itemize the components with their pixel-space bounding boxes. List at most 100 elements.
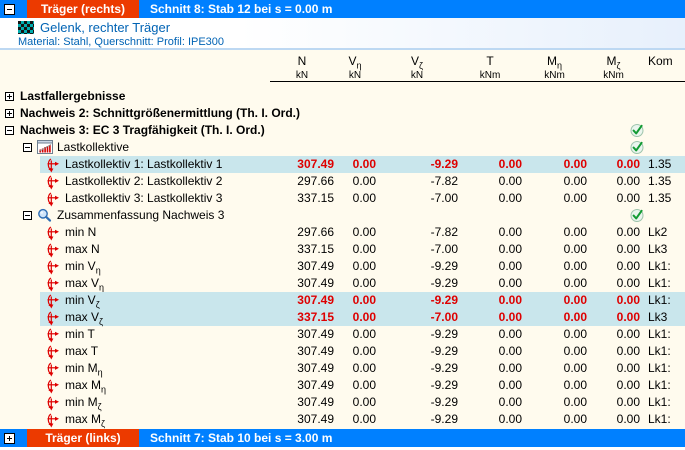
value-cell: 0.00 <box>352 157 376 171</box>
value-cell: 307.49 <box>297 157 334 171</box>
forces-icon <box>44 327 60 343</box>
forces-icon <box>44 276 60 292</box>
value-cell: 0.00 <box>352 174 376 188</box>
value-cell: 0.00 <box>498 310 522 324</box>
collapse-node-icon[interactable] <box>5 126 14 135</box>
tree-data-row[interactable]: min Vζ 307.49 0.00 -9.29 0.00 0.00 0.00 Lk1: <box>0 292 685 309</box>
combination-cell: Lk1: <box>648 412 671 426</box>
combination-cell: Lk1: <box>648 395 671 409</box>
tree-data-row[interactable]: min Mζ 307.49 0.00 -9.29 0.00 0.00 0.00 Lk1: <box>0 394 685 411</box>
row-label: min Vζ <box>65 293 100 310</box>
value-cell: 0.00 <box>563 225 587 239</box>
expand-node-icon[interactable] <box>5 92 14 101</box>
tree-data-row[interactable]: min N 297.66 0.00 -7.82 0.00 0.00 0.00 Lk2 <box>0 224 685 241</box>
value-cell: 0.00 <box>563 327 587 341</box>
tree-data-row[interactable]: Lastkollektiv 3: Lastkollektiv 3 337.15 0.… <box>0 190 685 207</box>
column-header: Vη <box>348 54 362 71</box>
collapse-node-icon[interactable] <box>23 211 32 220</box>
tree-data-row[interactable]: min T 307.49 0.00 -9.29 0.00 0.00 0.00 Lk1: <box>0 326 685 343</box>
check-ok-icon <box>630 140 645 155</box>
value-cell: 0.00 <box>498 344 522 358</box>
collapse-node-icon[interactable] <box>23 143 32 152</box>
value-cell: 0.00 <box>616 276 640 290</box>
tree-data-row[interactable]: max T 307.49 0.00 -9.29 0.00 0.00 0.00 Lk1: <box>0 343 685 360</box>
row-label: max N <box>65 242 100 256</box>
value-cell: 0.00 <box>352 378 376 392</box>
value-cell: 307.49 <box>297 361 334 375</box>
tree-data-row[interactable]: max Vη 307.49 0.00 -9.29 0.00 0.00 0.00 Lk1: <box>0 275 685 292</box>
column-header: N <box>297 54 307 68</box>
value-cell: 0.00 <box>563 174 587 188</box>
value-cell: -7.82 <box>430 225 458 239</box>
check-ok-icon <box>630 123 645 138</box>
value-cell: 337.15 <box>297 191 334 205</box>
combination-cell: Lk1: <box>648 276 671 290</box>
value-cell: -9.29 <box>430 412 458 426</box>
value-cell: 0.00 <box>563 412 587 426</box>
value-cell: 0.00 <box>498 276 522 290</box>
value-cell: 0.00 <box>563 259 587 273</box>
row-label: Zusammenfassung Nachweis 3 <box>57 208 225 222</box>
value-cell: 0.00 <box>498 412 522 426</box>
combination-cell: Lk1: <box>648 327 671 341</box>
collapse-section-icon[interactable] <box>4 3 15 15</box>
value-cell: -9.29 <box>430 259 458 273</box>
tree-data-row[interactable]: min Vη 307.49 0.00 -9.29 0.00 0.00 0.00 Lk1: <box>0 258 685 275</box>
tree-data-row[interactable]: Lastkollektiv 2: Lastkollektiv 2 297.66 0.… <box>0 173 685 190</box>
value-cell: 0.00 <box>616 412 640 426</box>
row-label: min Vη <box>65 259 101 276</box>
section-header-traeger-links[interactable]: Träger (links) Schnitt 7: Stab 10 bei s … <box>0 429 685 447</box>
tree-data-row[interactable]: max N 337.15 0.00 -7.00 0.00 0.00 0.00 Lk3 <box>0 241 685 258</box>
tree-group-row[interactable]: Nachweis 3: EC 3 Tragfähigkeit (Th. I. O… <box>0 122 685 139</box>
column-unit: kNm <box>479 70 501 81</box>
tree-group-row[interactable]: Lastfallergebnisse <box>0 88 685 105</box>
expand-section-icon[interactable] <box>4 432 15 444</box>
tree-group-row[interactable]: Nachweis 2: Schnittgrößenermittlung (Th.… <box>0 105 685 122</box>
row-label: Lastkollektiv 1: Lastkollektiv 1 <box>65 157 223 171</box>
tree-data-row[interactable]: max Mη 307.49 0.00 -9.29 0.00 0.00 0.00 Lk1: <box>0 377 685 394</box>
tree-group-row[interactable]: Zusammenfassung Nachweis 3 <box>0 207 685 224</box>
combination-cell: Lk2 <box>648 225 668 239</box>
column-unit: kN <box>348 70 362 81</box>
value-cell: 0.00 <box>498 242 522 256</box>
value-cell: -9.29 <box>430 361 458 375</box>
tree-data-row[interactable]: max Mζ 307.49 0.00 -9.29 0.00 0.00 0.00 Lk1: <box>0 411 685 428</box>
row-label: Lastkollektive <box>57 140 130 154</box>
column-header: Kom <box>648 54 673 68</box>
value-cell: 307.49 <box>297 378 334 392</box>
combination-cell: Lk3 <box>648 310 668 324</box>
material-info: Material: Stahl, Querschnitt: Profil: IP… <box>18 36 225 48</box>
results-tree: Lastfallergebnisse Nachweis 2: Schnittgrö… <box>0 88 685 428</box>
value-cell: 0.00 <box>616 191 640 205</box>
value-cell: -7.82 <box>430 174 458 188</box>
value-cell: 0.00 <box>498 327 522 341</box>
value-cell: 0.00 <box>352 361 376 375</box>
value-cell: -9.29 <box>430 344 458 358</box>
value-cell: 307.49 <box>297 276 334 290</box>
column-header: Mζ <box>606 54 621 71</box>
value-cell: 337.15 <box>297 310 334 324</box>
tree-group-row[interactable]: Lastkollektive <box>0 139 685 156</box>
tree-data-row[interactable]: max Vζ 337.15 0.00 -7.00 0.00 0.00 0.00 Lk3 <box>0 309 685 326</box>
value-cell: 0.00 <box>498 174 522 188</box>
value-cell: -7.00 <box>430 310 458 324</box>
value-cell: 0.00 <box>616 395 640 409</box>
value-cell: 0.00 <box>616 293 640 307</box>
section-header-traeger-rechts[interactable]: Träger (rechts) Schnitt 8: Stab 12 bei s… <box>0 0 685 18</box>
tree-data-row[interactable]: Lastkollektiv 1: Lastkollektiv 1 307.49 0.… <box>0 156 685 173</box>
value-cell: 0.00 <box>616 157 640 171</box>
value-cell: 0.00 <box>352 344 376 358</box>
tree-data-row[interactable]: min Mη 307.49 0.00 -9.29 0.00 0.00 0.00 Lk1: <box>0 360 685 377</box>
row-label: Lastkollektiv 2: Lastkollektiv 2 <box>65 174 223 188</box>
value-cell: 0.00 <box>352 412 376 426</box>
forces-icon <box>44 378 60 394</box>
column-unit: kN <box>410 70 424 81</box>
value-cell: 307.49 <box>297 344 334 358</box>
row-label: min Mη <box>65 361 103 378</box>
value-cell: 0.00 <box>563 242 587 256</box>
value-cell: -9.29 <box>430 157 458 171</box>
bar-chart-icon <box>37 140 53 154</box>
expand-node-icon[interactable] <box>5 109 14 118</box>
column-header: T <box>486 54 494 68</box>
